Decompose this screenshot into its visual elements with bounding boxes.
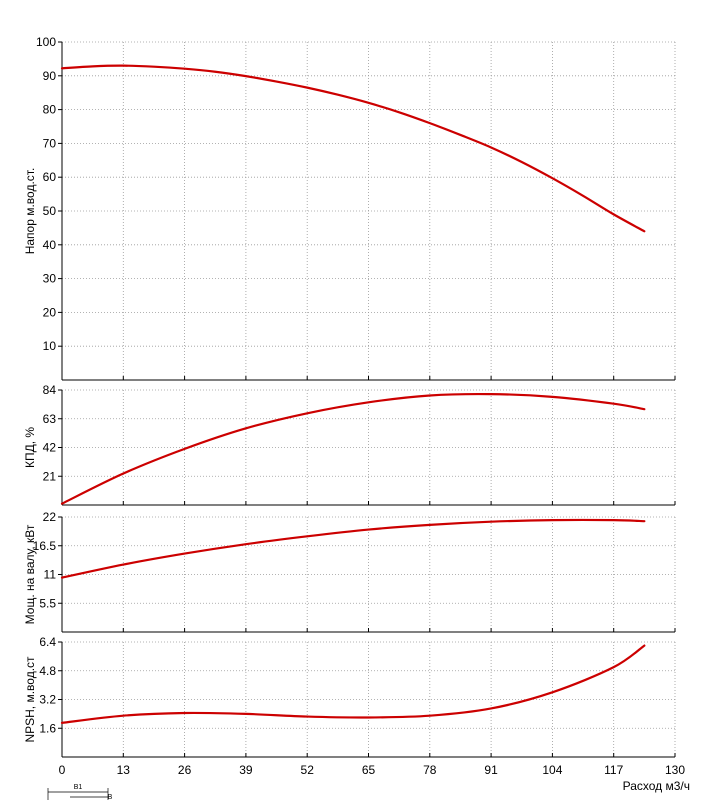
y-tick-label-efficiency-0: 21 <box>43 469 57 483</box>
y-tick-label-head-3: 40 <box>43 238 57 252</box>
y-tick-label-head-6: 70 <box>43 136 57 150</box>
x-tick-label-0: 0 <box>59 763 66 777</box>
y-tick-label-npsh-0: 1.6 <box>39 721 56 735</box>
y-tick-label-head-9: 100 <box>36 35 56 49</box>
curve-head-0 <box>60 64 646 233</box>
y-tick-label-head-4: 50 <box>43 204 57 218</box>
y-tick-label-power-3: 22 <box>43 510 57 524</box>
y-tick-label-efficiency-3: 84 <box>43 383 57 397</box>
x-tick-label-2: 26 <box>178 763 192 777</box>
panel-power: 5.5 11 16.5 22 Мощ. на валу, кВт <box>23 510 676 633</box>
x-axis-label: Расход м3/ч <box>623 779 690 793</box>
dim-label-b1: B1 <box>74 784 83 791</box>
curve-power-0 <box>60 518 646 579</box>
y-tick-label-power-0: 5.5 <box>39 596 56 610</box>
y-tick-label-head-7: 80 <box>43 103 57 117</box>
y-tick-label-efficiency-2: 63 <box>43 412 57 426</box>
x-tick-label-4: 52 <box>301 763 315 777</box>
y-axis-label-power: Мощ. на валу, кВт <box>23 524 37 624</box>
y-tick-label-efficiency-1: 42 <box>43 441 57 455</box>
x-tick-label-6: 78 <box>423 763 437 777</box>
y-tick-label-head-5: 60 <box>43 170 57 184</box>
y-tick-label-npsh-2: 4.8 <box>39 664 56 678</box>
y-axis-label-npsh: NPSH, м.вод.ст <box>23 656 37 743</box>
curve-efficiency-0 <box>60 392 646 505</box>
x-tick-label-1: 13 <box>117 763 131 777</box>
y-tick-label-head-0: 10 <box>43 339 57 353</box>
y-axis-label-head: Напор м.вод.ст. <box>23 168 37 255</box>
x-tick-label-8: 104 <box>542 763 562 777</box>
y-tick-label-npsh-1: 3.2 <box>39 693 56 707</box>
x-tick-label-9: 117 <box>604 763 623 777</box>
dim-label-b: B <box>108 794 113 800</box>
y-tick-label-head-2: 30 <box>43 272 57 286</box>
curve-npsh-0 <box>60 644 646 724</box>
footer-marks: B1 B <box>47 784 113 800</box>
y-tick-label-head-1: 20 <box>43 305 57 319</box>
x-tick-label-5: 65 <box>362 763 376 777</box>
x-tick-label-10: 130 <box>665 763 685 777</box>
panel-head: 10 20 30 40 50 60 70 80 90 100 Напор м.вод.ст. <box>23 35 676 381</box>
y-tick-label-npsh-3: 6.4 <box>39 635 56 649</box>
y-tick-label-head-8: 90 <box>43 69 57 83</box>
y-tick-label-power-2: 16.5 <box>33 539 57 553</box>
y-tick-label-power-1: 11 <box>44 568 57 582</box>
x-tick-label-7: 91 <box>484 763 498 777</box>
y-axis-label-efficiency: КПД, % <box>23 427 37 468</box>
panel-efficiency: 21 42 63 84 КПД, % <box>23 383 676 506</box>
x-tick-label-3: 39 <box>239 763 253 777</box>
